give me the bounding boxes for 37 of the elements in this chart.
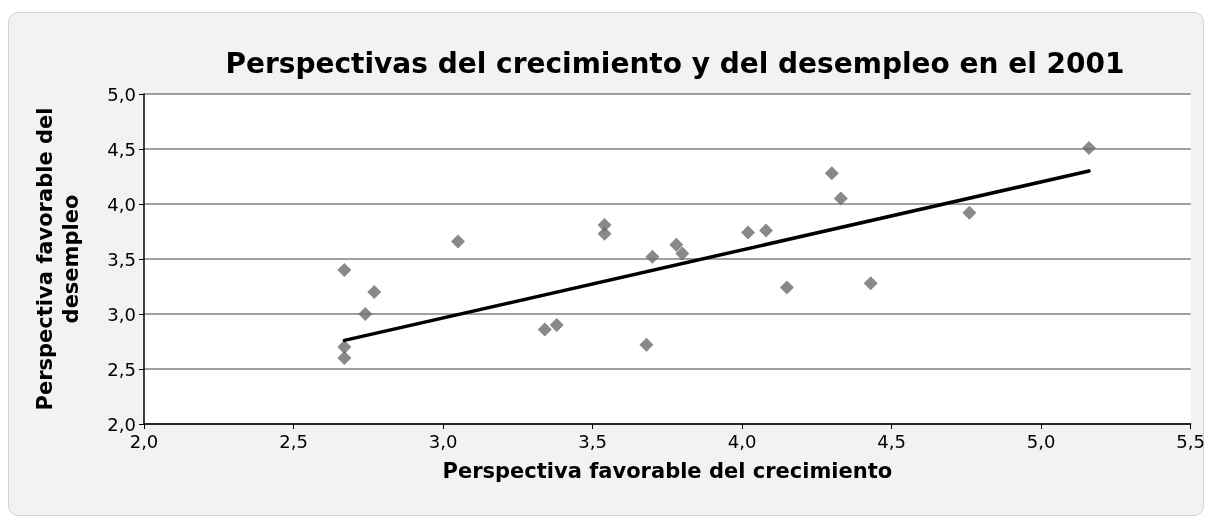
y-tick-label: 3,0 [107, 303, 136, 325]
x-tick-label: 3,5 [578, 430, 607, 452]
point [597, 226, 612, 241]
x-tick-label: 5,5 [1176, 430, 1206, 452]
y-tick-label: 4,5 [107, 138, 136, 160]
point [358, 307, 373, 321]
point [337, 263, 352, 277]
x-tick-label: 2,5 [279, 430, 308, 452]
point [779, 280, 794, 295]
x-tick-label: 4,0 [727, 430, 757, 452]
point [1082, 140, 1097, 155]
point [675, 246, 690, 261]
point [537, 322, 552, 337]
y-tick-label: 4,0 [107, 193, 136, 215]
y-tick-label: 2,5 [107, 358, 136, 380]
point [833, 191, 848, 206]
y-axis-title: Perspectiva favorable del desempleo [33, 107, 83, 411]
point [824, 166, 839, 181]
x-tick-label: 5,0 [1026, 430, 1056, 452]
chart-title: Perspectivas del crecimiento y del desempleo en el 2001 [225, 46, 1125, 80]
point [741, 225, 756, 240]
point [549, 318, 564, 332]
x-tick-label: 4,5 [877, 430, 906, 452]
point [639, 337, 654, 352]
point [337, 340, 352, 354]
point [645, 249, 660, 264]
point [759, 223, 774, 238]
y-tick-label: 3,5 [107, 248, 136, 270]
point [451, 234, 466, 249]
point [337, 351, 352, 365]
point [962, 205, 977, 220]
x-tick-label: 3,0 [428, 430, 458, 452]
point [367, 285, 382, 299]
point [863, 276, 878, 291]
y-tick-label: 5,0 [107, 83, 136, 105]
x-axis-title: Perspectiva favorable del crecimiento [442, 458, 893, 483]
point [669, 237, 684, 252]
